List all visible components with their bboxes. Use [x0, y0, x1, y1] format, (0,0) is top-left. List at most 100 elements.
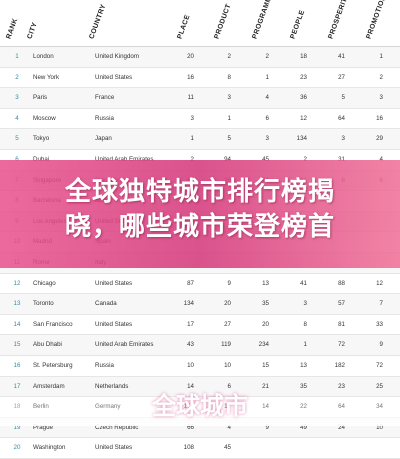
score-cell: 20	[262, 320, 269, 328]
country-cell: Russia	[95, 114, 114, 122]
score-cell: 27	[338, 73, 345, 81]
rank-cell: 5	[15, 135, 19, 143]
score-cell: 8	[227, 73, 231, 81]
column-header[interactable]: PROSPERITY	[327, 0, 351, 40]
score-cell: 134	[183, 300, 194, 308]
country-cell: United Kingdom	[95, 53, 140, 60]
rank-cell: 13	[13, 300, 21, 308]
table-row[interactable]: 20 Washington United States 108 45	[0, 438, 400, 459]
score-cell: 2	[285, 150, 307, 170]
score-cell: 18	[300, 53, 307, 60]
score-cell: 182	[334, 361, 345, 369]
score-cell: 72	[376, 361, 383, 369]
score-cell: 87	[187, 279, 194, 287]
table-row[interactable]: 3 Paris France 11 3 4 36 5 3	[0, 88, 400, 109]
score-cell: 12	[300, 114, 307, 122]
column-header[interactable]: PRODUCT	[213, 3, 233, 40]
city-cell: London	[33, 53, 54, 60]
table-header: RANK CITY COUNTRY PLACE PRODUCT PROGRAMMING PE…	[0, 0, 400, 47]
table-row[interactable]: 14 San Francisco United States 17 27 20 8 81 33	[0, 315, 400, 336]
score-cell: 6	[265, 114, 269, 122]
score-cell: 16	[376, 114, 383, 122]
score-cell: 20	[187, 53, 194, 60]
city-cell: St. Petersburg	[33, 361, 73, 369]
rank-cell: 12	[13, 279, 21, 287]
score-cell: 21	[262, 382, 269, 390]
score-cell: 20	[224, 300, 231, 308]
score-cell: 134	[296, 135, 307, 143]
score-cell: 43	[187, 341, 194, 349]
table-row[interactable]: 13 Toronto Canada 134 20 35 3 57 7	[0, 294, 400, 315]
country-cell: United States	[95, 279, 133, 287]
title-banner	[0, 160, 400, 268]
country-cell: France	[95, 94, 115, 102]
city-cell: New York	[33, 73, 60, 81]
score-cell: 3	[190, 114, 194, 122]
country-cell: United States	[95, 320, 133, 328]
score-cell: 234	[258, 341, 269, 349]
rank-cell: 3	[15, 94, 19, 102]
table-row[interactable]: 15 Abu Dhabi United Arab Emirates 43 119 234 1…	[0, 335, 400, 356]
score-cell: 16	[187, 73, 194, 81]
table-row[interactable]: 16 St. Petersburg Russia 10 10 15 13 182 72	[0, 356, 400, 377]
score-cell: 4	[265, 94, 269, 102]
rank-cell: 2	[15, 73, 19, 81]
score-cell: 81	[338, 320, 345, 328]
city-cell: Toronto	[33, 300, 54, 308]
country-cell: Russia	[95, 361, 114, 369]
bottom-fade	[0, 395, 400, 426]
city-cell: Tokyo	[33, 135, 50, 143]
score-cell: 1	[265, 73, 269, 81]
score-cell: 10	[187, 361, 194, 369]
country-cell: United Arab Emirates	[95, 150, 153, 170]
column-header[interactable]: PLACE	[176, 13, 192, 40]
country-cell: United Arab Emirates	[95, 341, 154, 349]
score-cell: 6	[227, 382, 231, 390]
score-cell: 94	[209, 150, 231, 170]
score-cell: 7	[379, 300, 383, 308]
score-cell: 8	[303, 320, 307, 328]
city-cell: Paris	[33, 94, 48, 102]
score-cell: 23	[338, 382, 345, 390]
rank-cell: 4	[15, 114, 19, 122]
score-cell: 41	[300, 279, 307, 287]
column-header[interactable]: RANK	[5, 17, 20, 40]
rank-cell: 6	[12, 150, 22, 170]
city-cell: Amsterdam	[33, 382, 65, 390]
score-cell: 10	[224, 361, 231, 369]
score-cell: 13	[300, 361, 307, 369]
table-row[interactable]: 4 Moscow Russia 3 1 6 12 64 16	[0, 109, 400, 130]
country-cell: Japan	[95, 135, 112, 143]
table-row[interactable]: 12 Chicago United States 87 9 13 41 88 12	[0, 274, 400, 295]
score-cell: 2	[265, 53, 269, 60]
city-cell: Abu Dhabi	[33, 341, 62, 349]
score-cell: 57	[338, 300, 345, 308]
table-row[interactable]: 1 London United Kingdom 20 2 2 18 41 1	[0, 47, 400, 68]
score-cell: 1	[379, 53, 383, 60]
banner-title-line1: 全球独特城市排行榜揭	[64, 177, 335, 207]
column-header[interactable]: PROGRAMMING	[251, 0, 278, 40]
column-header[interactable]: PEOPLE	[289, 9, 307, 40]
score-cell: 5	[341, 94, 345, 102]
score-cell: 35	[300, 382, 307, 390]
city-cell: San Francisco	[33, 320, 73, 328]
score-cell: 1	[303, 341, 307, 349]
score-cell: 64	[338, 114, 345, 122]
score-cell: 36	[300, 94, 307, 102]
table-row[interactable]: 5 Tokyo Japan 1 5 3 134 3 29	[0, 129, 400, 150]
table-row[interactable]: 2 New York United States 16 8 1 23 27 2	[0, 68, 400, 89]
score-cell: 29	[376, 135, 383, 143]
score-cell: 2	[172, 150, 194, 170]
score-cell: 35	[262, 300, 269, 308]
column-header[interactable]: PROMOTION	[365, 0, 388, 41]
city-cell: Washington	[33, 444, 66, 452]
column-header[interactable]: COUNTRY	[88, 3, 108, 40]
column-header[interactable]: CITY	[26, 21, 39, 40]
score-cell: 45	[247, 150, 269, 170]
score-cell: 5	[227, 135, 231, 143]
score-cell: 11	[187, 94, 194, 102]
score-cell: 13	[262, 279, 269, 287]
country-cell: United States	[95, 444, 133, 452]
score-cell: 3	[341, 135, 345, 143]
score-cell: 15	[262, 361, 269, 369]
